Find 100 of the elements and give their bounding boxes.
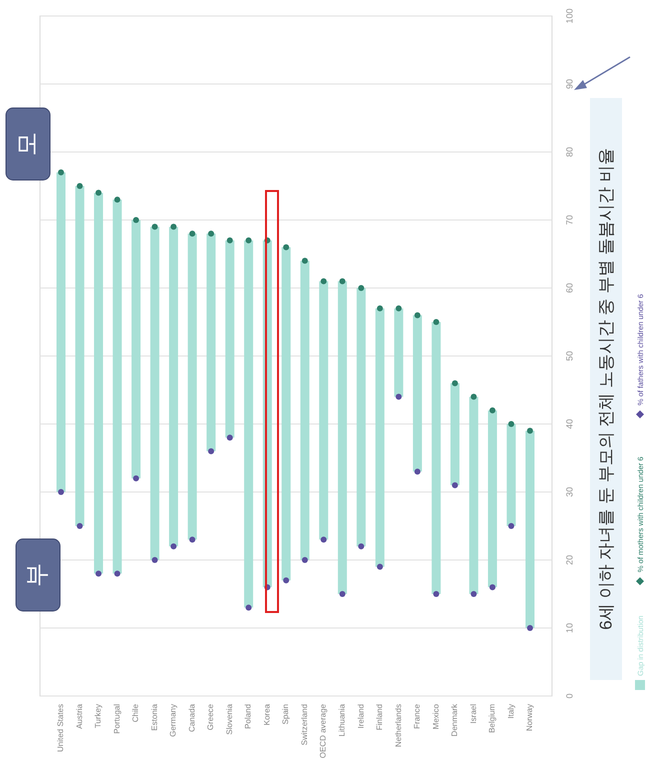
x-tick-label: Spain xyxy=(281,704,290,724)
point xyxy=(246,604,252,611)
point xyxy=(376,305,383,312)
point xyxy=(96,570,102,577)
point xyxy=(489,407,496,414)
point xyxy=(358,543,364,550)
x-tick-label: Germany xyxy=(168,704,178,737)
point xyxy=(58,489,64,495)
point xyxy=(170,543,177,550)
bar xyxy=(169,226,178,546)
x-tick-label: Greece xyxy=(206,703,216,730)
bar xyxy=(526,430,534,628)
bar xyxy=(132,220,141,478)
point xyxy=(133,217,140,223)
y-tick-label: 20 xyxy=(564,554,574,566)
bar xyxy=(188,234,197,540)
bar xyxy=(319,281,328,540)
annotation: 모 xyxy=(13,132,40,156)
point xyxy=(302,557,308,563)
x-tick-label: Korea xyxy=(262,703,272,726)
point xyxy=(489,584,496,590)
y-tick-label: 0 xyxy=(564,693,574,699)
point xyxy=(152,557,158,563)
point xyxy=(376,564,383,570)
point xyxy=(339,278,346,284)
bar xyxy=(488,410,497,588)
point xyxy=(189,536,196,543)
bar xyxy=(282,247,291,580)
x-tick-label: United States xyxy=(56,704,66,752)
point xyxy=(114,570,120,577)
bar xyxy=(450,383,460,486)
bar xyxy=(394,308,404,397)
point xyxy=(283,244,290,250)
point xyxy=(76,523,83,529)
x-tick-label: Slovenia xyxy=(224,703,234,735)
point xyxy=(470,394,477,400)
x-tick-label: Denmark xyxy=(450,703,460,736)
point xyxy=(226,434,233,441)
point xyxy=(114,196,120,203)
x-tick-label: Mexico xyxy=(431,703,440,730)
point xyxy=(226,237,233,244)
point xyxy=(470,591,477,597)
bar xyxy=(300,260,310,560)
y-tick-label: 90 xyxy=(564,78,574,90)
y-tick-label: 50 xyxy=(564,350,574,362)
x-tick-label: Chile xyxy=(131,703,140,722)
point xyxy=(133,475,140,482)
bar xyxy=(469,396,478,594)
point xyxy=(152,224,158,230)
y-tick-label: 10 xyxy=(564,622,574,634)
x-tick-label: Netherlands xyxy=(394,704,403,748)
bar xyxy=(338,281,347,594)
x-tick-label: Italy xyxy=(506,704,516,719)
point xyxy=(414,468,420,475)
bar xyxy=(206,234,216,452)
bar xyxy=(56,172,66,492)
bar xyxy=(432,322,441,594)
point xyxy=(452,482,458,488)
point xyxy=(320,278,327,284)
x-tick-label: Norway xyxy=(525,704,534,732)
y-tick-label: 60 xyxy=(564,282,574,294)
x-tick-label: Ireland xyxy=(356,704,366,728)
bar xyxy=(412,315,422,472)
x-tick-label: Lithuania xyxy=(338,703,347,736)
point xyxy=(170,224,177,230)
y-tick-label: 80 xyxy=(564,146,574,158)
point xyxy=(508,523,514,529)
point xyxy=(414,312,420,318)
point xyxy=(396,394,402,400)
point xyxy=(452,380,458,386)
bar xyxy=(225,240,234,438)
point xyxy=(339,591,346,597)
x-tick-label: Switzerland xyxy=(300,704,309,746)
bar xyxy=(150,226,160,560)
x-tick-label: Canada xyxy=(187,703,196,732)
bar xyxy=(94,192,104,574)
x-tick-label: Estonia xyxy=(150,703,159,731)
bar xyxy=(506,424,516,526)
x-tick-label: OECD average xyxy=(318,703,328,758)
point xyxy=(208,448,214,454)
point xyxy=(358,285,364,291)
point xyxy=(189,230,196,237)
annotation: 부 xyxy=(23,563,50,587)
x-tick-label: Finland xyxy=(375,704,384,730)
point xyxy=(246,237,252,244)
point xyxy=(208,230,214,237)
bar xyxy=(75,186,84,526)
x-tick-label: France xyxy=(412,703,422,729)
bar xyxy=(375,308,384,567)
point xyxy=(302,258,308,264)
point xyxy=(433,319,440,325)
y-tick-label: 70 xyxy=(564,214,574,226)
text: 6세 이하 자녀를 둔 부모의 전체 노동시간 중 부별 돌봄시간 비율 xyxy=(596,148,616,630)
x-tick-label: Israel xyxy=(468,704,478,724)
point xyxy=(283,577,290,584)
bar xyxy=(112,200,122,574)
x-tick-label: Austria xyxy=(74,703,84,729)
point xyxy=(96,190,102,196)
bar xyxy=(244,240,254,608)
point xyxy=(433,591,440,597)
